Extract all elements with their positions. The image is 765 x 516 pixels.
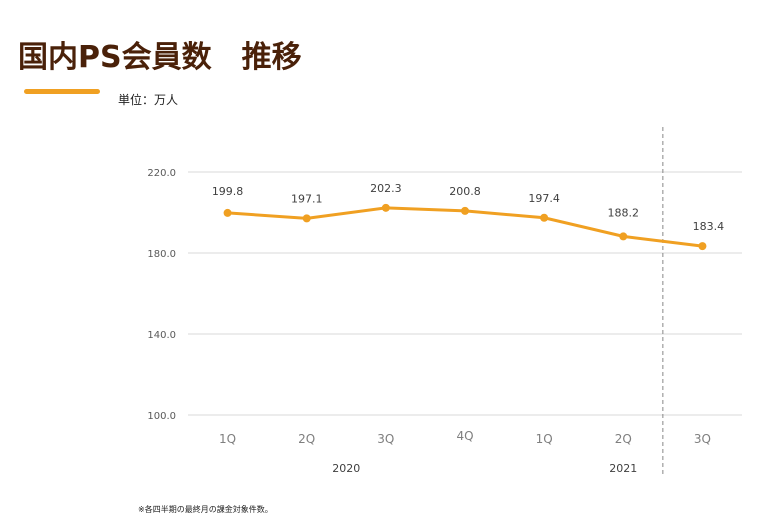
x-tick-label: 1Q <box>536 432 553 446</box>
data-label: 188.2 <box>608 206 640 219</box>
x-tick-label: 3Q <box>377 432 394 446</box>
data-label: 183.4 <box>693 220 725 233</box>
x-tick-label: 4Q <box>456 429 473 443</box>
legend-line-swatch <box>24 89 100 94</box>
data-point <box>223 208 232 217</box>
x-tick-label: 2Q <box>615 432 632 446</box>
x-tick-label: 2Q <box>298 432 315 446</box>
y-tick-label: 220.0 <box>147 168 176 179</box>
data-point <box>619 232 628 241</box>
page-title: 国内PS会員数 推移 <box>18 40 302 75</box>
data-label: 197.1 <box>291 192 323 205</box>
data-label: 197.4 <box>528 192 560 205</box>
data-label: 199.8 <box>212 185 244 198</box>
data-point <box>698 242 707 251</box>
data-point <box>461 206 469 215</box>
x-tick-label: 1Q <box>219 432 236 446</box>
y-tick-label: 180.0 <box>147 249 176 260</box>
data-label: 200.8 <box>449 185 481 198</box>
x-tick-label: 3Q <box>694 432 711 446</box>
y-tick-label: 140.0 <box>147 330 176 341</box>
data-point <box>540 213 549 222</box>
footnote: ※各四半期の最終月の課金対象件数。 <box>138 505 273 514</box>
year-label: 2021 <box>609 462 637 475</box>
y-tick-label: 100.0 <box>147 411 176 422</box>
data-label: 202.3 <box>370 182 402 195</box>
year-label: 2020 <box>332 462 360 475</box>
data-point <box>302 214 311 223</box>
data-point <box>381 203 390 212</box>
unit-label: 単位：万人 <box>118 93 179 107</box>
